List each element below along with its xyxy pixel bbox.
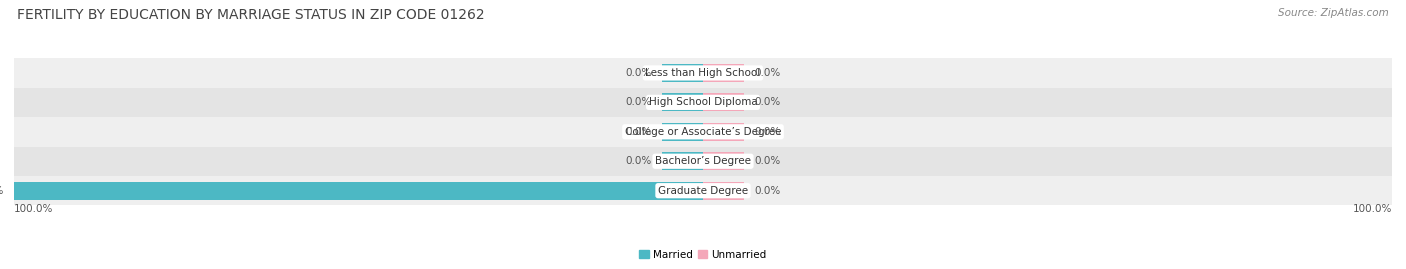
Text: 100.0%: 100.0% <box>0 186 4 196</box>
Text: Less than High School: Less than High School <box>645 68 761 78</box>
Bar <box>14 88 1392 117</box>
Text: 0.0%: 0.0% <box>755 127 780 137</box>
Bar <box>14 58 1392 88</box>
Bar <box>14 147 1392 176</box>
Text: 0.0%: 0.0% <box>755 97 780 107</box>
Bar <box>662 123 703 141</box>
Bar <box>662 93 703 111</box>
Bar <box>703 152 744 170</box>
Text: Bachelor’s Degree: Bachelor’s Degree <box>655 156 751 166</box>
Text: 100.0%: 100.0% <box>1353 204 1392 214</box>
Text: 0.0%: 0.0% <box>626 127 651 137</box>
Text: 0.0%: 0.0% <box>626 68 651 78</box>
Text: High School Diploma: High School Diploma <box>648 97 758 107</box>
Text: FERTILITY BY EDUCATION BY MARRIAGE STATUS IN ZIP CODE 01262: FERTILITY BY EDUCATION BY MARRIAGE STATU… <box>17 8 485 22</box>
Text: College or Associate’s Degree: College or Associate’s Degree <box>624 127 782 137</box>
Bar <box>662 64 703 82</box>
Text: 0.0%: 0.0% <box>755 186 780 196</box>
Bar <box>662 152 703 170</box>
Bar <box>703 123 744 141</box>
Bar <box>703 64 744 82</box>
Bar <box>14 117 1392 147</box>
Text: 100.0%: 100.0% <box>14 204 53 214</box>
Text: Graduate Degree: Graduate Degree <box>658 186 748 196</box>
Text: 0.0%: 0.0% <box>755 156 780 166</box>
Bar <box>703 182 744 200</box>
Text: 0.0%: 0.0% <box>626 156 651 166</box>
Text: 0.0%: 0.0% <box>755 68 780 78</box>
Bar <box>703 93 744 111</box>
Legend: Married, Unmarried: Married, Unmarried <box>636 246 770 264</box>
Text: Source: ZipAtlas.com: Source: ZipAtlas.com <box>1278 8 1389 18</box>
Bar <box>14 176 1392 206</box>
Bar <box>14 182 703 200</box>
Text: 0.0%: 0.0% <box>626 97 651 107</box>
